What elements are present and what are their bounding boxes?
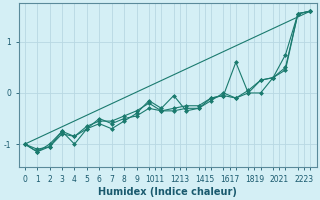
X-axis label: Humidex (Indice chaleur): Humidex (Indice chaleur) <box>98 187 237 197</box>
